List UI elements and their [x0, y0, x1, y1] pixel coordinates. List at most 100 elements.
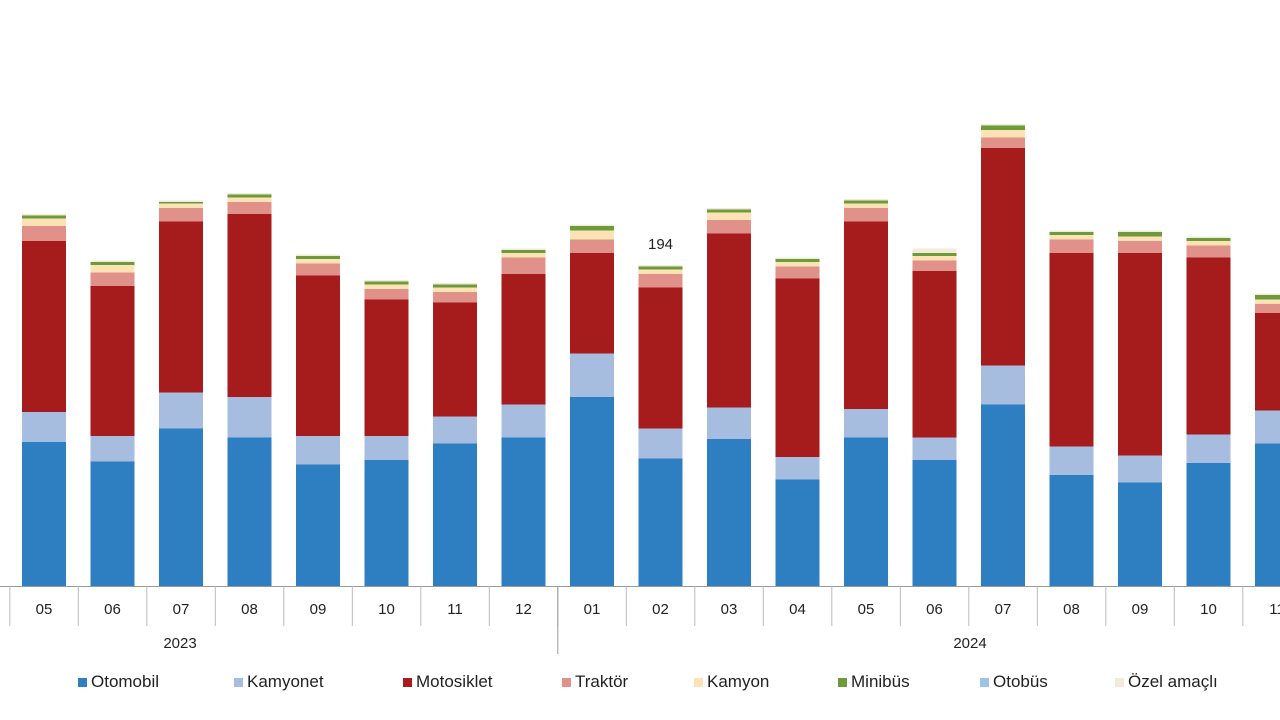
bar-trakt-r-15: [981, 137, 1025, 148]
bar-trakt-r-12: [775, 266, 820, 279]
bar--zel-ama-l--14: [912, 248, 957, 253]
bar--zel-ama-l--11: [707, 208, 751, 210]
bar-otomobil-7: [433, 443, 477, 586]
x-tick-label: 07: [995, 601, 1012, 618]
legend-label: Minibüs: [851, 672, 910, 691]
legend-swatch: [980, 677, 989, 687]
bar-otomobil-8: [501, 437, 546, 586]
x-tick-label: 01: [584, 601, 601, 618]
bar-kamyon-2: [90, 265, 135, 273]
x-tick-label: 11: [1269, 601, 1280, 618]
bar-kamyon-3: [159, 203, 203, 208]
year-label-2023: 2023: [163, 635, 196, 652]
bar-otomobil-10: [638, 458, 683, 586]
bar-kamyon-5: [296, 259, 340, 264]
bar-trakt-r-19: [1255, 304, 1280, 313]
bar-motosiklet-5: [296, 275, 340, 436]
bar-minib-s-19: [1255, 295, 1280, 300]
bar-motosiklet-14: [912, 271, 957, 438]
legend-item: Kamyon: [694, 672, 769, 692]
x-tick-label: 06: [104, 601, 121, 618]
bar--zel-ama-l--9: [570, 224, 614, 226]
legend-swatch: [1115, 677, 1124, 687]
bar-otomobil-4: [227, 437, 272, 586]
bar-trakt-r-13: [844, 208, 888, 222]
bar-kamyonet-2: [90, 436, 135, 462]
bar-kamyon-1: [22, 218, 66, 226]
bar-otomobil-12: [775, 479, 820, 586]
bar-otomobil-13: [844, 437, 888, 586]
bar-minib-s-7: [433, 284, 477, 288]
bar-minib-s-13: [844, 200, 888, 204]
bar-otomobil-11: [707, 439, 751, 586]
bar-trakt-r-11: [707, 220, 751, 234]
bar-otomobil-9: [570, 397, 614, 586]
bar-minib-s-2: [90, 262, 135, 265]
bar-otomobil-2: [90, 461, 135, 586]
legend-label: Motosiklet: [416, 672, 493, 691]
bar-minib-s-9: [570, 226, 614, 231]
bar-minib-s-16: [1049, 232, 1094, 235]
x-tick-label: 08: [1063, 601, 1080, 618]
bar-kamyon-8: [501, 253, 546, 258]
bar-kamyonet-13: [844, 409, 888, 438]
legend-label: Kamyonet: [247, 672, 324, 691]
bar-motosiklet-17: [1118, 253, 1162, 456]
bar--zel-ama-l--1: [22, 214, 66, 216]
legend-item: Minibüs: [838, 672, 910, 692]
bar--zel-ama-l--2: [90, 260, 135, 262]
bar-kamyon-12: [775, 262, 820, 267]
bar-minib-s-1: [22, 215, 66, 219]
x-axis: 05 06 07 08 09 10 11 12 01 02 03 04 05 06 07 08 09 10 11 20…: [0, 586, 1280, 654]
bar--zel-ama-l--3: [159, 200, 203, 202]
x-tick-label: 11: [447, 601, 463, 618]
bar--zel-ama-l--12: [775, 257, 820, 259]
x-tick-label: 03: [721, 601, 738, 618]
bar--zel-ama-l--19: [1255, 293, 1280, 295]
bar-otomobil-14: [912, 460, 957, 586]
bar-motosiklet-7: [433, 302, 477, 417]
x-tick-label: 05: [36, 601, 53, 618]
bar-trakt-r-6: [364, 289, 409, 300]
bar-minib-s-10: [638, 266, 683, 270]
bar-motosiklet-19: [1255, 313, 1280, 411]
bar-trakt-r-10: [638, 274, 683, 288]
legend-item: Özel amaçlı: [1115, 672, 1218, 692]
legend-swatch: [838, 677, 847, 687]
x-tick-label: 07: [173, 601, 190, 618]
bar-kamyonet-16: [1049, 446, 1094, 475]
bar-trakt-r-4: [227, 202, 272, 214]
bar-kamyon-16: [1049, 235, 1094, 240]
bar-kamyon-11: [707, 212, 751, 220]
bar--zel-ama-l--13: [844, 199, 888, 201]
bar-kamyonet-9: [570, 353, 614, 397]
bar-kamyon-10: [638, 269, 683, 274]
bar-kamyon-19: [1255, 299, 1280, 304]
bar--zel-ama-l--18: [1186, 236, 1231, 238]
bar--zel-ama-l--6: [364, 280, 409, 282]
legend-item: Otomobil: [78, 672, 159, 692]
bar-motosiklet-8: [501, 274, 546, 405]
bar--zel-ama-l--16: [1049, 230, 1094, 232]
legend-label: Otobüs: [993, 672, 1048, 691]
bars-layer: [22, 124, 1280, 586]
bar-kamyonet-11: [707, 407, 751, 439]
bar-motosiklet-13: [844, 221, 888, 409]
bar-otomobil-15: [981, 404, 1025, 586]
legend-label: Traktör: [575, 672, 629, 691]
bar-minib-s-11: [707, 209, 751, 213]
bar-otomobil-19: [1255, 443, 1280, 586]
bar-minib-s-4: [227, 194, 272, 198]
data-labels: 194: [648, 236, 673, 253]
legend-label: Otomobil: [91, 672, 160, 691]
bar-kamyon-15: [981, 130, 1025, 138]
legend-swatch: [78, 677, 87, 687]
bar-trakt-r-17: [1118, 241, 1162, 253]
bar-kamyonet-3: [159, 392, 203, 429]
bar-kamyon-7: [433, 287, 477, 292]
x-tick-label: 02: [652, 601, 669, 618]
bar--zel-ama-l--7: [433, 283, 477, 285]
bar-kamyonet-18: [1186, 434, 1231, 463]
bar-motosiklet-11: [707, 233, 751, 408]
